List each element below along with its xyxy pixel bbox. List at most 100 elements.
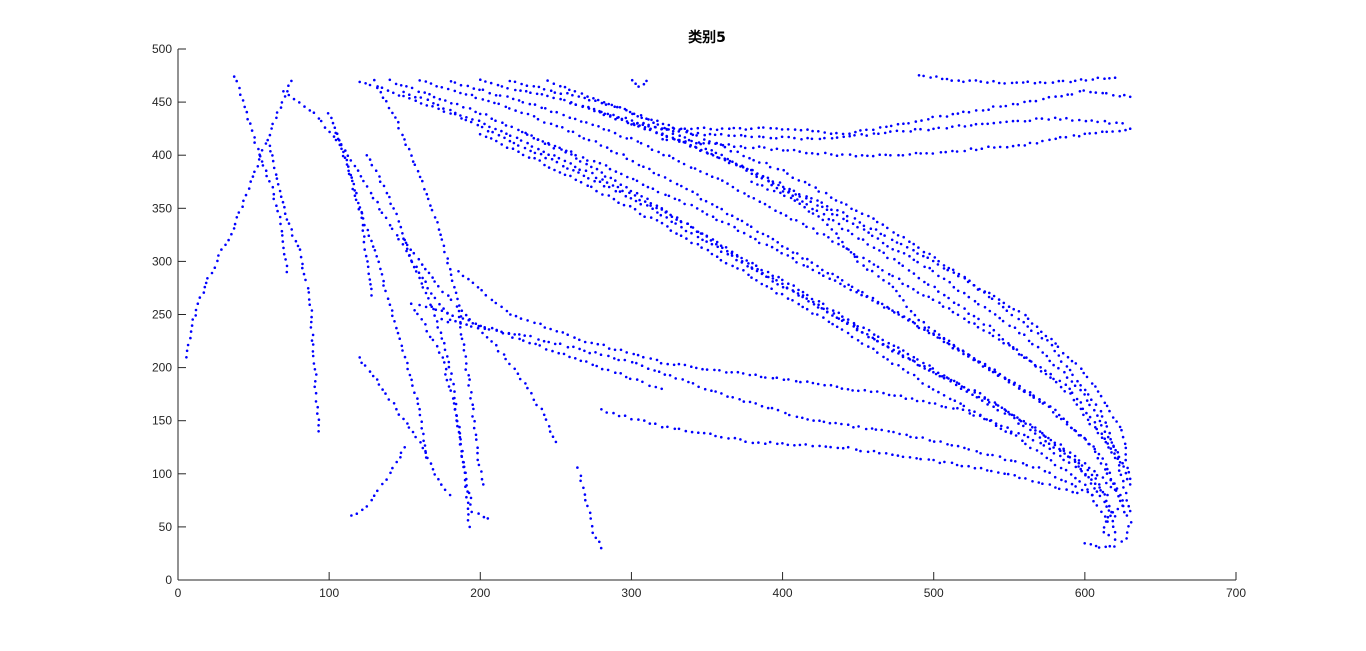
data-point xyxy=(967,388,970,392)
data-point xyxy=(573,336,576,339)
data-point xyxy=(661,122,665,126)
data-point xyxy=(525,133,529,136)
data-point xyxy=(972,414,975,417)
data-point xyxy=(594,176,598,180)
data-point xyxy=(608,167,612,171)
data-point xyxy=(1103,493,1106,496)
data-point xyxy=(560,148,563,151)
data-point xyxy=(775,127,778,130)
data-point xyxy=(461,274,465,278)
data-point xyxy=(649,204,652,207)
data-point xyxy=(1078,480,1081,483)
data-point xyxy=(897,153,900,157)
data-point xyxy=(1062,449,1066,453)
x-tick-label: 0 xyxy=(175,586,182,600)
data-point xyxy=(853,134,856,137)
data-point xyxy=(826,223,829,226)
data-point xyxy=(1041,482,1044,486)
data-point xyxy=(1116,507,1120,511)
data-point xyxy=(1040,330,1043,334)
data-point xyxy=(771,237,775,241)
data-point xyxy=(881,223,885,226)
data-point xyxy=(1071,373,1074,377)
data-point xyxy=(933,285,936,289)
data-point xyxy=(1118,499,1122,503)
data-point xyxy=(418,175,422,179)
data-point xyxy=(886,358,889,361)
data-point xyxy=(380,273,384,276)
data-point xyxy=(797,302,800,306)
data-point xyxy=(817,190,820,193)
data-point xyxy=(992,405,995,409)
data-point xyxy=(517,128,520,132)
data-point xyxy=(613,348,617,352)
data-point xyxy=(662,153,665,157)
data-point xyxy=(719,143,723,146)
data-point xyxy=(449,298,453,302)
data-point xyxy=(901,315,904,319)
data-point xyxy=(532,136,536,140)
data-point xyxy=(477,324,481,328)
data-point xyxy=(373,78,376,82)
data-point xyxy=(558,146,561,150)
data-point xyxy=(916,363,920,367)
data-point xyxy=(675,218,678,221)
data-point xyxy=(956,406,959,410)
data-point xyxy=(612,197,616,201)
data-point xyxy=(635,361,638,365)
data-point xyxy=(671,126,675,130)
data-point xyxy=(701,238,704,242)
data-point xyxy=(857,237,860,240)
data-point xyxy=(1109,437,1112,441)
data-point xyxy=(1035,449,1039,452)
data-point xyxy=(1063,452,1066,455)
data-point xyxy=(914,120,918,123)
data-point xyxy=(568,355,571,359)
data-point xyxy=(942,336,946,340)
data-point xyxy=(235,216,239,219)
data-point xyxy=(378,208,381,211)
data-point xyxy=(1101,476,1105,479)
data-point xyxy=(260,149,264,152)
data-point xyxy=(543,142,547,145)
data-point xyxy=(798,202,801,205)
data-point xyxy=(853,217,857,220)
data-point xyxy=(457,309,461,313)
data-point xyxy=(1107,446,1110,449)
data-point xyxy=(484,113,488,116)
data-point xyxy=(1097,546,1101,549)
data-point xyxy=(464,118,468,122)
data-point xyxy=(1113,76,1117,79)
data-point xyxy=(476,446,479,450)
data-point xyxy=(612,113,615,117)
data-point xyxy=(369,191,373,195)
data-point xyxy=(1121,122,1124,125)
data-point xyxy=(602,343,605,347)
data-point xyxy=(1049,459,1053,462)
data-point xyxy=(555,160,559,164)
data-point xyxy=(311,354,315,358)
data-point xyxy=(816,232,819,235)
data-point xyxy=(784,214,788,217)
data-point xyxy=(728,127,731,130)
data-point xyxy=(973,391,976,394)
data-point xyxy=(522,339,525,342)
data-point xyxy=(552,82,556,85)
data-point xyxy=(482,515,486,519)
data-point xyxy=(1111,130,1114,133)
data-point xyxy=(916,324,919,328)
data-point xyxy=(232,75,236,78)
data-point xyxy=(902,130,905,133)
data-point xyxy=(875,390,879,393)
data-point xyxy=(395,326,398,330)
data-point xyxy=(422,439,425,443)
data-point xyxy=(891,453,894,457)
data-point xyxy=(1104,545,1107,549)
data-point xyxy=(387,106,391,110)
data-point xyxy=(551,349,554,353)
data-point xyxy=(726,249,729,253)
data-point xyxy=(390,309,394,312)
data-point xyxy=(820,307,824,310)
data-point xyxy=(1026,80,1029,83)
data-point xyxy=(925,152,928,155)
